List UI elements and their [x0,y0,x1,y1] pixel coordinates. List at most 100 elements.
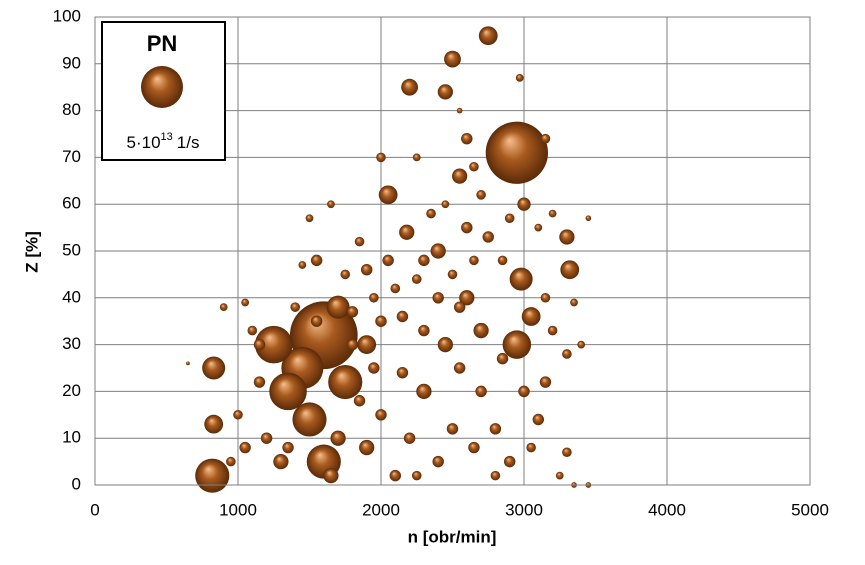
bubble [562,349,572,359]
bubble [453,362,466,374]
bubble [456,107,463,114]
bubble [328,364,363,400]
bubble [540,133,551,144]
bubble [570,298,578,307]
x-tick-label: 0 [90,500,99,519]
bubble [253,376,266,388]
bubble [219,303,228,312]
bubble [475,385,487,398]
bubble [444,50,461,68]
x-tick-label: 4000 [648,500,686,519]
bubble [282,441,294,454]
bubble [399,224,415,240]
bubble [411,470,422,481]
bubble [559,229,575,245]
legend-size-label: 5·1013 1/s [127,131,200,153]
bubble [473,322,489,339]
y-axis-title: Z [%] [22,231,41,273]
legend-size-unit: 1/s [177,133,200,152]
bubble [447,269,458,280]
bubble [502,330,532,359]
bubble [540,293,551,303]
bubble [418,254,430,267]
bubble [353,395,366,407]
bubble [509,267,533,291]
bubble [195,458,230,493]
bubble [560,260,580,280]
bubble [290,302,300,312]
bubble [346,338,359,351]
x-tick-label: 5000 [791,500,829,519]
x-axis-title: n [obr/min] [408,527,497,546]
bubble [396,366,409,379]
x-tick-label: 1000 [219,500,257,519]
bubble [305,214,314,223]
bubble [292,402,327,437]
bubble [469,161,479,172]
y-tick-label: 90 [62,53,81,72]
bubbles [186,26,592,493]
bubble [534,223,543,232]
x-tick-label: 2000 [362,500,400,519]
bubble [273,453,289,470]
bubble [298,261,307,269]
bubble [241,298,250,307]
bubble [469,255,479,266]
bubble [441,200,450,209]
bubble [490,470,501,481]
bubble [360,264,373,276]
bubble [369,293,379,303]
bubble [357,335,377,354]
bubble [478,26,498,46]
bubble [260,432,273,444]
y-tick-label: 30 [62,334,81,353]
legend-size-base: 5·10 [127,133,161,152]
bubble [354,236,365,247]
bubble [446,423,459,435]
bubble [432,292,444,304]
y-tick-label: 80 [62,100,81,119]
bubble [412,153,421,162]
bubble [390,283,401,294]
bubble [461,132,473,145]
bubble [346,306,359,318]
y-tick-label: 0 [72,474,81,493]
bubble [482,231,494,243]
bubble [521,307,541,326]
y-tick-label: 100 [53,6,81,25]
bubble [359,439,375,456]
bubble [547,325,558,336]
legend-size-exponent: 13 [161,131,173,143]
bubble [233,410,243,420]
y-tick-label: 60 [62,194,81,213]
bubble [202,356,226,380]
bubble [555,471,564,480]
y-tick-label: 10 [62,428,81,447]
bubble [310,315,323,327]
bubble [310,254,323,267]
bubble [562,447,572,458]
bubble [411,274,422,284]
bubble [515,73,524,82]
bubble [376,152,386,163]
bubble [247,325,258,336]
bubble [403,432,416,444]
bubble [503,455,516,468]
bubble [416,383,432,400]
bubble [459,290,475,306]
bubble [269,372,307,411]
bubble [396,310,409,323]
bubble [382,254,394,267]
bubble [432,455,444,468]
bubble [437,336,453,353]
bubble [378,185,398,205]
bubble [489,423,502,435]
bubble [389,469,402,482]
y-tick-label: 50 [62,240,81,259]
bubble [426,208,436,219]
legend-bubble [141,66,183,108]
bubble [585,215,592,222]
bubble [496,352,509,365]
